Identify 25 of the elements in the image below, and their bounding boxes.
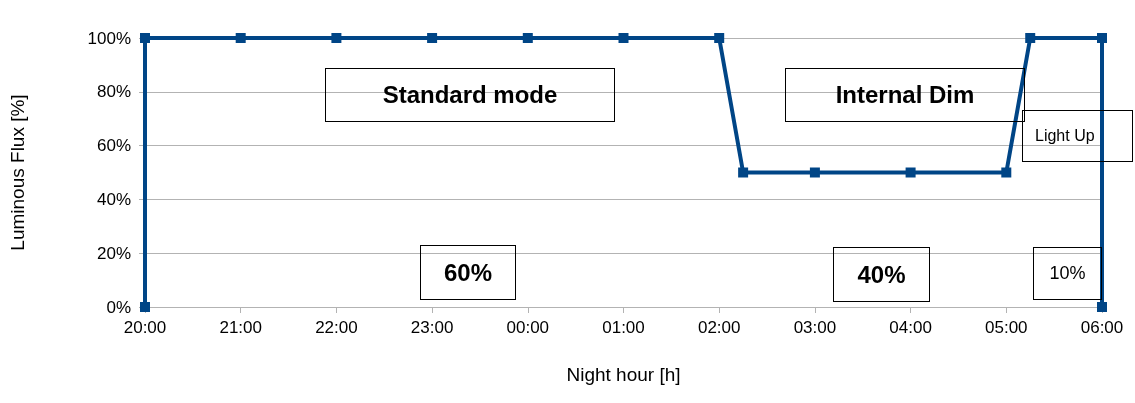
y-tick-label: 60% [96, 136, 131, 156]
x-tick-label: 05:00 [985, 318, 1028, 337]
x-tick-label: 06:00 [1080, 318, 1124, 337]
annotation: 60% [420, 245, 516, 300]
x-tick-label: 04:00 [889, 318, 932, 337]
annotation: Standard mode [325, 68, 615, 122]
x-tick-label: 00:00 [506, 318, 550, 337]
annotation: Internal Dim [785, 68, 1025, 122]
x-tick-label: 02:00 [697, 318, 741, 337]
y-tick-label: 40% [96, 189, 131, 209]
x-axis-title: Night hour [h] [566, 364, 681, 385]
y-tick-label: 100% [87, 28, 131, 48]
x-tick-label: 01:00 [602, 318, 645, 337]
x-tick-label: 21:00 [219, 318, 262, 337]
y-tick-label: 80% [96, 82, 131, 102]
annotation: Light Up [1022, 110, 1133, 162]
y-tick-label: 0% [106, 297, 131, 317]
y-tick-label: 20% [96, 243, 131, 263]
y-axis-title: Luminous Flux [%] [7, 94, 28, 251]
annotation: 10% [1033, 247, 1102, 300]
x-tick-label: 23:00 [410, 318, 454, 337]
x-tick-label: 03:00 [793, 318, 837, 337]
x-tick-label: 22:00 [315, 318, 358, 337]
x-tick-label: 20:00 [123, 318, 167, 337]
annotation: 40% [833, 247, 930, 302]
